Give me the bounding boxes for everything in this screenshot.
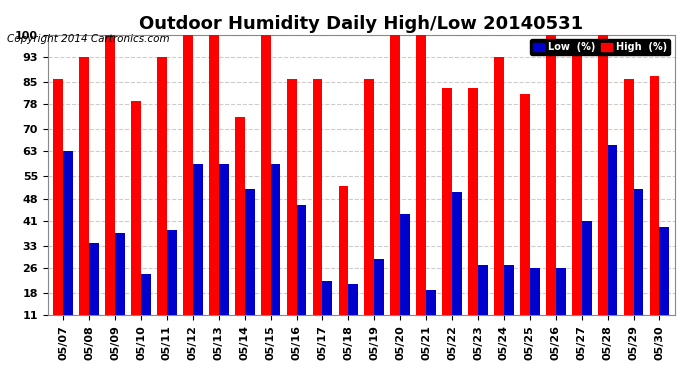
Bar bbox=[131, 101, 141, 350]
Bar bbox=[141, 274, 151, 350]
Bar bbox=[209, 34, 219, 350]
Bar bbox=[313, 79, 322, 350]
Bar bbox=[167, 230, 177, 350]
Bar bbox=[494, 57, 504, 350]
Bar bbox=[572, 44, 582, 350]
Bar bbox=[582, 220, 591, 350]
Bar bbox=[520, 94, 530, 350]
Bar bbox=[442, 88, 452, 350]
Bar bbox=[478, 265, 488, 350]
Bar bbox=[555, 268, 566, 350]
Bar bbox=[504, 265, 514, 350]
Bar bbox=[660, 227, 669, 350]
Bar bbox=[106, 34, 115, 350]
Bar bbox=[608, 145, 618, 350]
Bar bbox=[468, 88, 478, 350]
Bar bbox=[364, 79, 374, 350]
Bar bbox=[63, 151, 73, 350]
Bar bbox=[426, 290, 436, 350]
Legend: Low  (%), High  (%): Low (%), High (%) bbox=[530, 39, 670, 55]
Bar bbox=[53, 79, 63, 350]
Bar bbox=[649, 75, 660, 350]
Bar bbox=[391, 34, 400, 350]
Bar bbox=[546, 34, 555, 350]
Bar bbox=[79, 57, 89, 350]
Bar bbox=[270, 164, 281, 350]
Bar bbox=[183, 34, 193, 350]
Bar bbox=[339, 186, 348, 350]
Text: Copyright 2014 Cartronics.com: Copyright 2014 Cartronics.com bbox=[7, 34, 170, 44]
Bar bbox=[89, 243, 99, 350]
Bar bbox=[235, 117, 245, 350]
Bar bbox=[348, 284, 358, 350]
Bar bbox=[624, 79, 633, 350]
Bar bbox=[157, 57, 167, 350]
Bar bbox=[530, 268, 540, 350]
Bar bbox=[219, 164, 228, 350]
Bar bbox=[193, 164, 203, 350]
Bar bbox=[261, 34, 270, 350]
Bar bbox=[287, 79, 297, 350]
Bar bbox=[400, 214, 410, 350]
Bar bbox=[598, 34, 608, 350]
Bar bbox=[633, 189, 643, 350]
Bar bbox=[416, 34, 426, 350]
Title: Outdoor Humidity Daily High/Low 20140531: Outdoor Humidity Daily High/Low 20140531 bbox=[139, 15, 584, 33]
Bar bbox=[322, 280, 333, 350]
Bar bbox=[245, 189, 255, 350]
Bar bbox=[452, 192, 462, 350]
Bar bbox=[115, 233, 125, 350]
Bar bbox=[374, 258, 384, 350]
Bar bbox=[297, 205, 306, 350]
